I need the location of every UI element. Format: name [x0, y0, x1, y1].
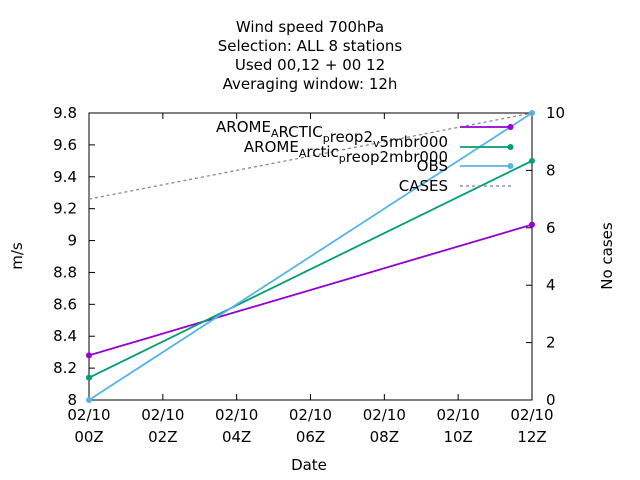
legend-text: RCTIC: [278, 123, 322, 141]
series-layer: [86, 110, 535, 403]
legend-text: 5mbr000: [380, 133, 448, 151]
x-tick-label-hour: 12Z: [517, 428, 546, 446]
title-line: Averaging window: 12h: [223, 75, 398, 93]
x-tick-label-hour: 10Z: [443, 428, 472, 446]
series-line-arome-arctic-preop2-v-5mbr000: [88, 223, 533, 357]
x-tick-label-hour: 04Z: [222, 428, 251, 446]
legend-text: rctic: [306, 143, 338, 161]
y2-tick-label: 6: [546, 219, 556, 237]
legend-marker: [507, 163, 514, 169]
legend-label: AROMEARCTICpreop2v5mbr000: [216, 118, 448, 151]
y2-axis: 0 2 4 6 8 10: [526, 104, 565, 409]
y-tick-label: 9.2: [53, 200, 77, 218]
x-tick-label-date: 02/10: [437, 406, 480, 424]
y-tick-label: 9.4: [53, 168, 77, 186]
title-line: Used 00,12 + 00 12: [235, 56, 385, 74]
y-tick-label: 8: [67, 391, 77, 409]
y-tick-label: 9: [67, 232, 77, 250]
x-axis: 02/10 00Z 02/10 02Z 02/10 04Z 02/10 06Z 02/10 08Z…: [67, 113, 554, 446]
title-line: Wind speed 700hPa: [236, 18, 384, 36]
data-point: [86, 352, 92, 359]
data-point: [86, 397, 92, 403]
y-axis: 8 8.2 8.4 8.6 8.8 9 9.2 9.4 9.6 9.8: [53, 104, 95, 409]
series-line-obs: [88, 112, 533, 401]
y-tick-label: 8.6: [53, 295, 77, 313]
legend-subscript: A: [299, 147, 307, 160]
y-tick-label: 8.8: [53, 263, 77, 281]
legend-marker: [507, 144, 514, 150]
data-point: [86, 374, 92, 381]
legend-text: AROME: [244, 138, 299, 156]
y2-tick-label: 10: [546, 104, 565, 122]
x-axis-label: Date: [291, 456, 327, 474]
series-line-arome-arctic-preop2mbr000: [88, 160, 533, 379]
y2-tick-label: 0: [546, 391, 556, 409]
legend-marker: [507, 124, 514, 130]
legend: AROMEARCTICpreop2v5mbr000AROMEArcticpreo…: [216, 118, 514, 195]
y2-tick-label: 4: [546, 276, 556, 294]
x-tick-label-date: 02/10: [141, 406, 184, 424]
y2-axis-label: No cases: [598, 222, 616, 290]
legend-subscript: p: [323, 132, 330, 145]
legend-label: OBS: [417, 157, 448, 175]
y-axis-label: m/s: [8, 242, 26, 270]
legend-text: AROME: [216, 118, 271, 136]
legend-subscript: v: [373, 137, 380, 150]
x-tick-label-hour: 02Z: [148, 428, 177, 446]
x-tick-label-date: 02/10: [363, 406, 406, 424]
x-tick-label-hour: 06Z: [296, 428, 325, 446]
x-tick-label-hour: 08Z: [370, 428, 399, 446]
x-tick-label-date: 02/10: [510, 406, 553, 424]
data-point: [529, 157, 535, 164]
legend-subscript: A: [271, 127, 279, 140]
y-tick-label: 8.2: [53, 359, 77, 377]
x-tick-label-date: 02/10: [67, 406, 110, 424]
x-tick-label-date: 02/10: [289, 406, 332, 424]
legend-text: reop2: [330, 128, 373, 146]
title-line: Selection: ALL 8 stations: [218, 37, 403, 55]
x-tick-label-date: 02/10: [215, 406, 258, 424]
y2-tick-label: 8: [546, 161, 556, 179]
y-tick-label: 8.4: [53, 327, 77, 345]
legend-label: CASES: [399, 177, 448, 195]
legend-subscript: p: [339, 152, 346, 165]
y-tick-label: 9.6: [53, 136, 77, 154]
y2-tick-label: 2: [546, 334, 556, 352]
y-tick-label: 9.8: [53, 104, 77, 122]
data-point: [529, 221, 535, 228]
legend-label: AROMEArcticpreop2mbr000: [244, 138, 448, 166]
legend-text: reop2mbr000: [346, 148, 448, 166]
x-tick-label-hour: 00Z: [74, 428, 103, 446]
